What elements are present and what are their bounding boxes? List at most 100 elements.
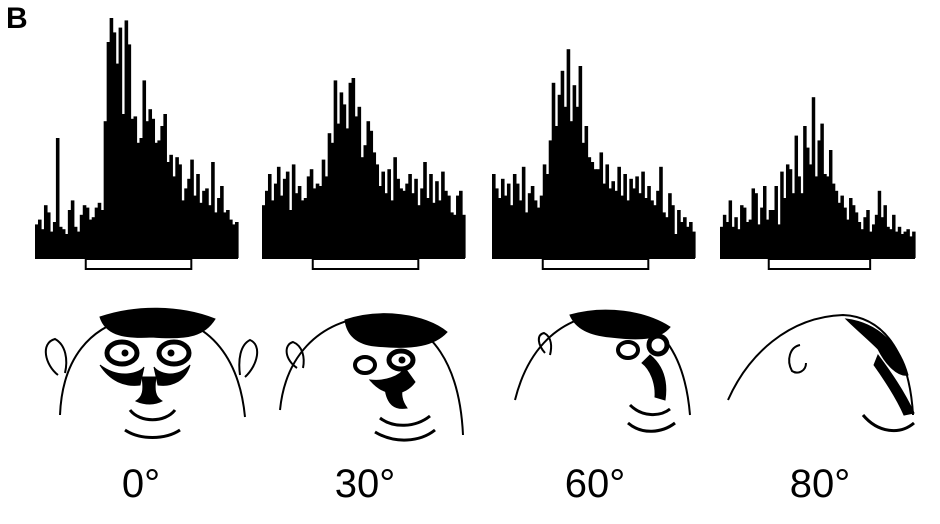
bar: [354, 116, 359, 259]
bar: [408, 174, 412, 258]
bar: [390, 200, 394, 258]
bar: [871, 224, 876, 258]
monkey-face-frontal: [44, 307, 259, 439]
bar: [226, 210, 230, 258]
bar: [545, 174, 550, 258]
bar: [740, 205, 744, 258]
bar: [883, 205, 887, 258]
bar: [629, 178, 633, 258]
bar: [877, 190, 882, 258]
bar: [506, 183, 511, 258]
bar: [677, 210, 681, 258]
bar: [321, 159, 326, 258]
bar: [52, 222, 57, 258]
bar: [124, 20, 129, 259]
bar: [190, 159, 194, 258]
bar: [196, 174, 200, 258]
bar: [771, 210, 776, 258]
bar: [751, 188, 756, 258]
angle-label-60: 60°: [564, 462, 626, 506]
bar: [650, 200, 654, 258]
bar: [722, 214, 727, 258]
bar: [641, 171, 645, 258]
bar: [79, 214, 84, 258]
monkey-face-60deg: [514, 309, 691, 433]
bar: [521, 166, 526, 258]
bar: [178, 164, 182, 258]
bar: [575, 106, 580, 258]
bar: [187, 178, 191, 258]
bar: [605, 164, 610, 258]
bar: [760, 207, 764, 258]
bar: [840, 195, 844, 258]
bar: [880, 217, 885, 258]
bar: [160, 126, 164, 258]
bar: [447, 195, 451, 258]
bar: [441, 171, 445, 258]
bar: [590, 162, 595, 258]
bar: [874, 214, 879, 258]
bar: [133, 116, 138, 259]
stimulus-bar: [541, 258, 650, 270]
bar: [785, 164, 790, 258]
bar: [399, 188, 403, 258]
bar: [46, 212, 51, 258]
bar: [831, 183, 836, 258]
bar: [330, 142, 335, 258]
bar: [411, 193, 415, 258]
bar: [897, 226, 902, 258]
bar: [497, 198, 502, 258]
bar: [763, 186, 767, 258]
bar: [357, 106, 362, 258]
bar: [121, 114, 126, 258]
bar: [420, 188, 424, 258]
bar: [851, 205, 856, 258]
bar: [783, 198, 787, 258]
histogram-2: [492, 49, 696, 270]
bar: [303, 198, 308, 258]
bar: [503, 195, 508, 258]
bar: [112, 32, 117, 259]
bar: [172, 176, 176, 258]
bar: [557, 94, 562, 258]
bar: [608, 188, 613, 258]
bar: [509, 205, 514, 258]
bar: [154, 142, 158, 258]
bar: [548, 140, 553, 258]
monkey-face-80deg: [727, 313, 915, 432]
bar: [67, 210, 72, 258]
bar: [674, 234, 678, 258]
bar: [774, 186, 778, 258]
bar: [892, 214, 896, 258]
angle-label-80: 80°: [789, 462, 851, 506]
bar: [680, 222, 684, 258]
bar: [100, 210, 105, 258]
bar: [900, 234, 905, 258]
bar: [378, 186, 383, 258]
bar: [602, 183, 607, 258]
bar: [450, 212, 454, 258]
bar: [142, 80, 147, 259]
bar: [279, 195, 284, 258]
bar: [175, 157, 179, 258]
stimulus-bar: [311, 258, 420, 270]
bar: [656, 190, 660, 258]
bar: [453, 214, 457, 258]
bar: [797, 176, 801, 258]
bar: [130, 118, 135, 258]
bar: [518, 200, 523, 258]
bar: [665, 217, 669, 258]
bar: [184, 188, 188, 258]
bar: [659, 166, 663, 258]
bar: [754, 193, 758, 258]
bar: [854, 212, 859, 258]
bar: [860, 229, 864, 258]
bar: [82, 205, 87, 258]
histogram-1: [262, 78, 466, 270]
bar: [363, 145, 368, 258]
bar: [312, 188, 317, 258]
bar: [235, 222, 239, 258]
bar: [360, 157, 365, 258]
angle-label-0: 0°: [121, 462, 161, 506]
bar: [94, 207, 99, 258]
